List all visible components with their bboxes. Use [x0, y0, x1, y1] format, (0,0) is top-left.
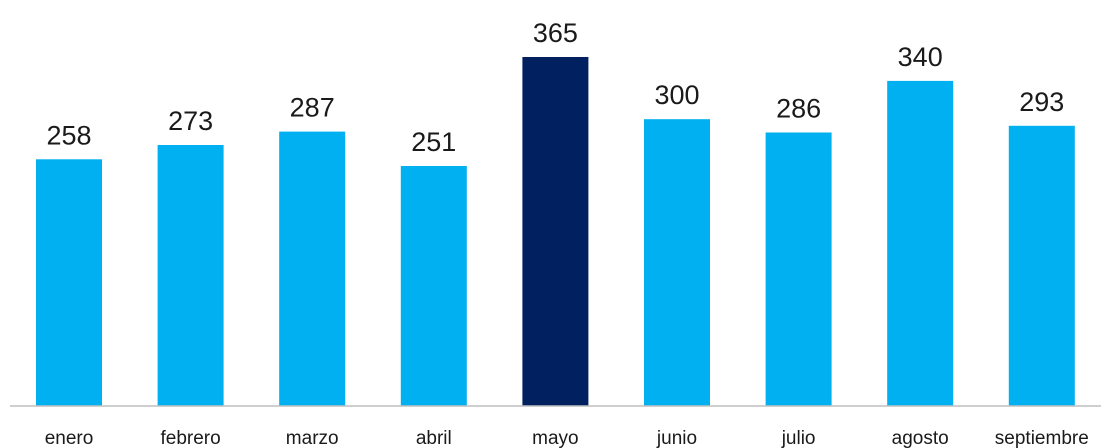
bar-julio: [765, 132, 832, 406]
bar-abril: [400, 166, 467, 406]
bar-agosto: [887, 80, 954, 407]
bar-junio: [644, 119, 710, 406]
value-label-mayo: 365: [533, 18, 578, 48]
bar-febrero: [157, 145, 224, 406]
value-label-agosto: 340: [898, 42, 943, 72]
x-tick-label-agosto: agosto: [892, 428, 949, 448]
x-tick-label-marzo: marzo: [286, 428, 339, 448]
value-label-septiembre: 293: [1019, 87, 1064, 117]
x-tick-label-mayo: mayo: [532, 428, 578, 448]
x-tick-label-julio: julio: [781, 428, 816, 448]
bars-layer: [36, 57, 1075, 407]
bar-mayo: [522, 57, 589, 406]
bar-marzo: [279, 131, 346, 406]
x-tick-label-junio: junio: [656, 428, 697, 448]
bar-enero: [36, 159, 102, 406]
bar-septiembre: [1008, 125, 1075, 407]
x-tick-label-abril: abril: [416, 428, 452, 448]
value-labels-layer: 258 273 287 251 365 300 286 340 293: [46, 18, 1064, 157]
value-label-marzo: 287: [290, 93, 335, 123]
x-tick-label-febrero: febrero: [160, 428, 220, 448]
value-label-junio: 300: [654, 80, 699, 110]
x-tick-labels-layer: enero febrero marzo abril mayo junio julio agos…: [45, 428, 1089, 448]
value-label-febrero: 273: [168, 106, 213, 136]
value-label-enero: 258: [46, 120, 91, 150]
x-tick-label-septiembre: septiembre: [995, 428, 1089, 448]
value-label-abril: 251: [411, 127, 456, 157]
x-tick-label-enero: enero: [45, 428, 94, 448]
value-label-julio: 286: [776, 94, 821, 124]
